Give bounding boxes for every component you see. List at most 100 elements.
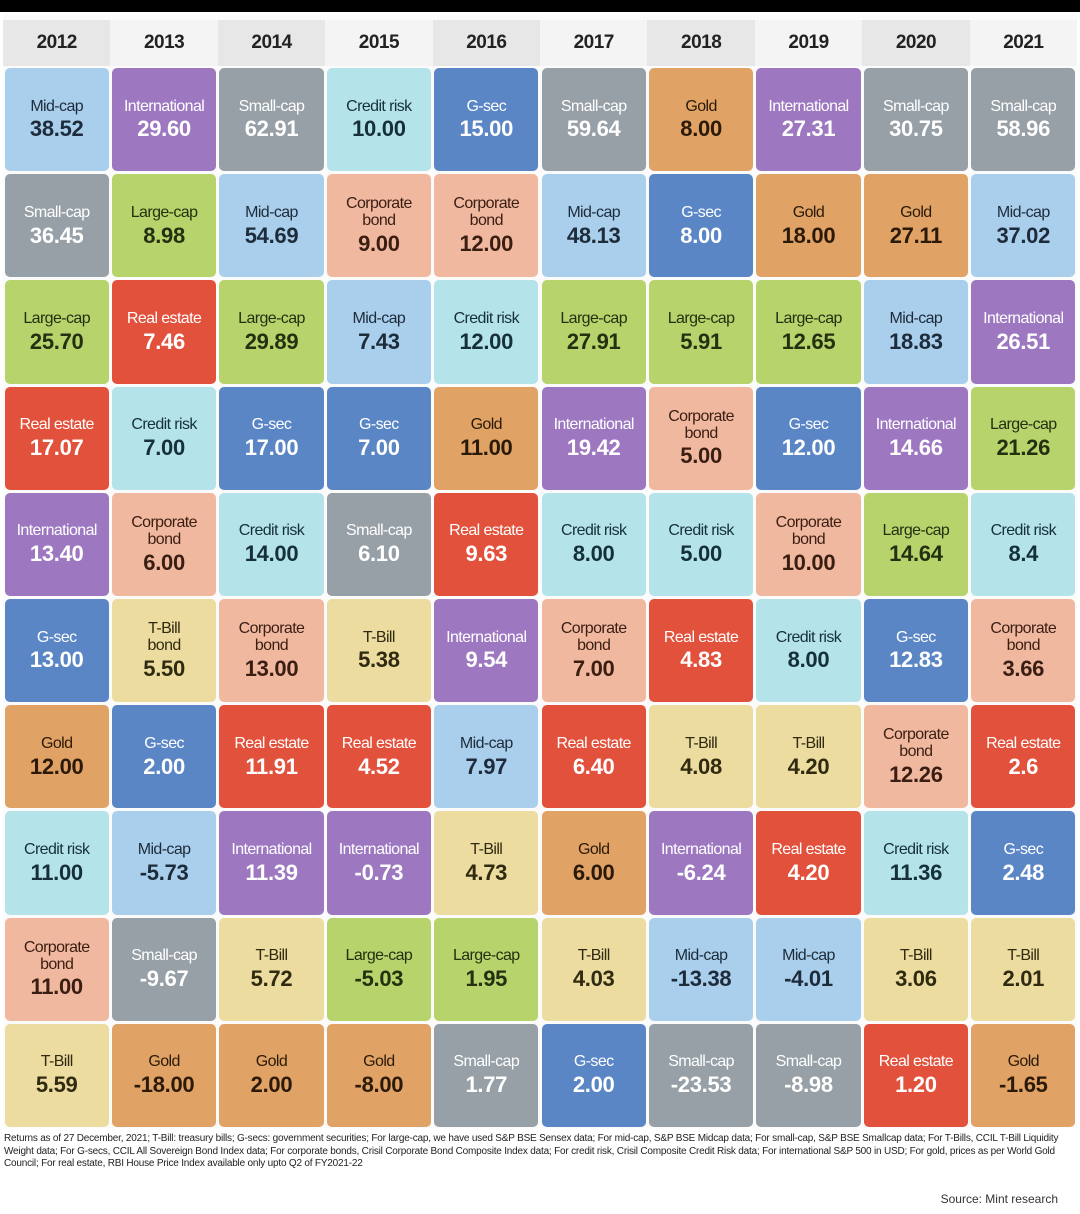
asset-label: International — [768, 97, 849, 115]
asset-cell: International 27.31 — [756, 68, 861, 172]
asset-cell: Credit risk 11.36 — [863, 811, 969, 915]
asset-cell: Mid-cap 18.83 — [863, 280, 969, 384]
asset-label: Gold — [900, 203, 932, 221]
asset-cell: Mid-cap 54.69 — [219, 174, 324, 278]
asset-cell: Gold 2.00 — [219, 1023, 324, 1127]
asset-cell: Mid-cap 38.52 — [4, 68, 109, 172]
return-value: 2.00 — [143, 753, 185, 779]
return-value: 4.08 — [680, 753, 722, 779]
asset-label: Large-cap — [345, 947, 413, 965]
asset-cell: International 26.51 — [971, 280, 1076, 384]
asset-cell: Small-cap -8.98 — [756, 1023, 861, 1127]
asset-cell: Real estate 1.20 — [863, 1023, 969, 1127]
return-value: 27.91 — [566, 328, 621, 354]
asset-label: Corporate bond — [668, 407, 734, 442]
return-value: 5.00 — [680, 443, 722, 469]
asset-label: Corporate bond — [990, 620, 1057, 655]
asset-label: International — [16, 522, 98, 540]
asset-label: International — [231, 841, 312, 859]
return-value: 11.39 — [245, 859, 298, 885]
return-value: 2.00 — [250, 1072, 293, 1098]
asset-label: International — [338, 841, 420, 859]
return-value: 21.26 — [996, 435, 1051, 461]
asset-cell: Gold 11.00 — [434, 386, 539, 490]
asset-cell: Large-cap 21.26 — [971, 386, 1076, 490]
asset-cell: G-sec 2.48 — [971, 811, 1076, 915]
return-value: 38.52 — [29, 116, 84, 142]
asset-cell: Small-cap 1.77 — [434, 1023, 539, 1127]
asset-cell: Small-cap 58.96 — [971, 68, 1076, 172]
return-value: -18.00 — [133, 1072, 195, 1098]
year-header-2012: 2012 — [3, 20, 111, 66]
asset-cell: G-sec 12.00 — [756, 386, 861, 490]
asset-label: Mid-cap — [567, 203, 621, 221]
asset-label: Large-cap — [23, 310, 91, 328]
asset-cell: T-Bill bond 5.50 — [111, 599, 217, 703]
return-value: 4.73 — [465, 859, 508, 885]
asset-cell: Corporate bond 9.00 — [326, 174, 432, 278]
asset-label: Credit risk — [23, 841, 90, 859]
asset-label: Small-cap — [560, 97, 627, 115]
asset-cell: Small-cap 30.75 — [863, 68, 969, 172]
asset-cell: Small-cap 62.91 — [219, 68, 324, 172]
return-value: 7.97 — [465, 753, 508, 779]
year-header-2018: 2018 — [647, 20, 755, 66]
asset-cell: Mid-cap -13.38 — [648, 917, 754, 1021]
asset-cell: T-Bill 4.20 — [756, 705, 861, 809]
return-value: 13.40 — [29, 541, 84, 567]
return-value: 4.20 — [787, 859, 830, 885]
return-value: 4.20 — [787, 753, 830, 779]
asset-label: T-Bill — [255, 947, 289, 965]
asset-cell: G-sec 12.83 — [863, 599, 969, 703]
asset-label: Large-cap — [238, 310, 305, 328]
asset-label: Mid-cap — [245, 203, 298, 221]
year-header-2016: 2016 — [432, 20, 541, 66]
return-value: 5.38 — [358, 647, 400, 673]
asset-cell: Corporate bond 12.26 — [863, 705, 969, 809]
return-value: 11.00 — [460, 435, 513, 461]
asset-cell: G-sec 13.00 — [4, 599, 109, 703]
asset-label: Small-cap — [23, 203, 90, 221]
return-value: 8.00 — [680, 116, 722, 142]
return-value: 29.60 — [137, 116, 191, 142]
return-value: 2.48 — [1002, 859, 1045, 885]
asset-cell: Large-cap -5.03 — [326, 917, 432, 1021]
return-value: 27.11 — [889, 222, 943, 248]
return-value: 8.00 — [680, 222, 722, 248]
asset-label: International — [875, 416, 957, 434]
year-header-row: 2012 2013 2014 2015 2016 2017 2018 2019 2020 2021 — [3, 20, 1078, 66]
return-value: 3.66 — [1002, 655, 1045, 681]
return-value: 8.00 — [787, 647, 830, 673]
return-value: 7.46 — [143, 328, 185, 354]
asset-label: G-sec — [251, 416, 292, 434]
year-header-2019: 2019 — [754, 20, 863, 66]
return-value: 13.00 — [29, 647, 84, 673]
return-value: 12.65 — [781, 328, 836, 354]
asset-cell: Large-cap 12.65 — [756, 280, 861, 384]
asset-cell: Mid-cap 7.43 — [326, 280, 432, 384]
asset-label: Real estate — [19, 416, 95, 434]
return-value: 29.89 — [244, 328, 299, 354]
asset-cell: Gold -1.65 — [971, 1023, 1076, 1127]
asset-label: Corporate bond — [238, 620, 305, 655]
asset-cell: Corporate bond 13.00 — [219, 599, 324, 703]
return-value: 11.36 — [889, 859, 943, 885]
asset-cell: Real estate 2.6 — [971, 705, 1076, 809]
asset-cell: T-Bill 5.38 — [326, 599, 432, 703]
asset-cell: T-Bill 5.59 — [4, 1023, 109, 1127]
asset-returns-table: 2012 2013 2014 2015 2016 2017 2018 2019 2020 2021… — [3, 14, 1078, 1128]
asset-cell: Large-cap 5.91 — [648, 280, 754, 384]
asset-cell: Credit risk 5.00 — [648, 492, 754, 596]
asset-label: Small-cap — [131, 947, 197, 965]
return-value: 2.6 — [1008, 753, 1039, 779]
asset-cells: Mid-cap 38.52 Small-cap 36.45 Large-cap 25.70… — [3, 14, 1077, 1128]
return-value: -0.73 — [354, 859, 404, 885]
asset-label: G-sec — [359, 416, 399, 434]
return-value: 13.00 — [244, 655, 299, 681]
asset-cell: Credit risk 12.00 — [434, 280, 539, 384]
asset-cell: Corporate bond 12.00 — [434, 174, 539, 278]
asset-label: Real estate — [341, 734, 417, 752]
asset-label: Large-cap — [130, 203, 198, 221]
return-value: 6.10 — [358, 541, 400, 567]
asset-cell: Corporate bond 5.00 — [648, 386, 754, 490]
